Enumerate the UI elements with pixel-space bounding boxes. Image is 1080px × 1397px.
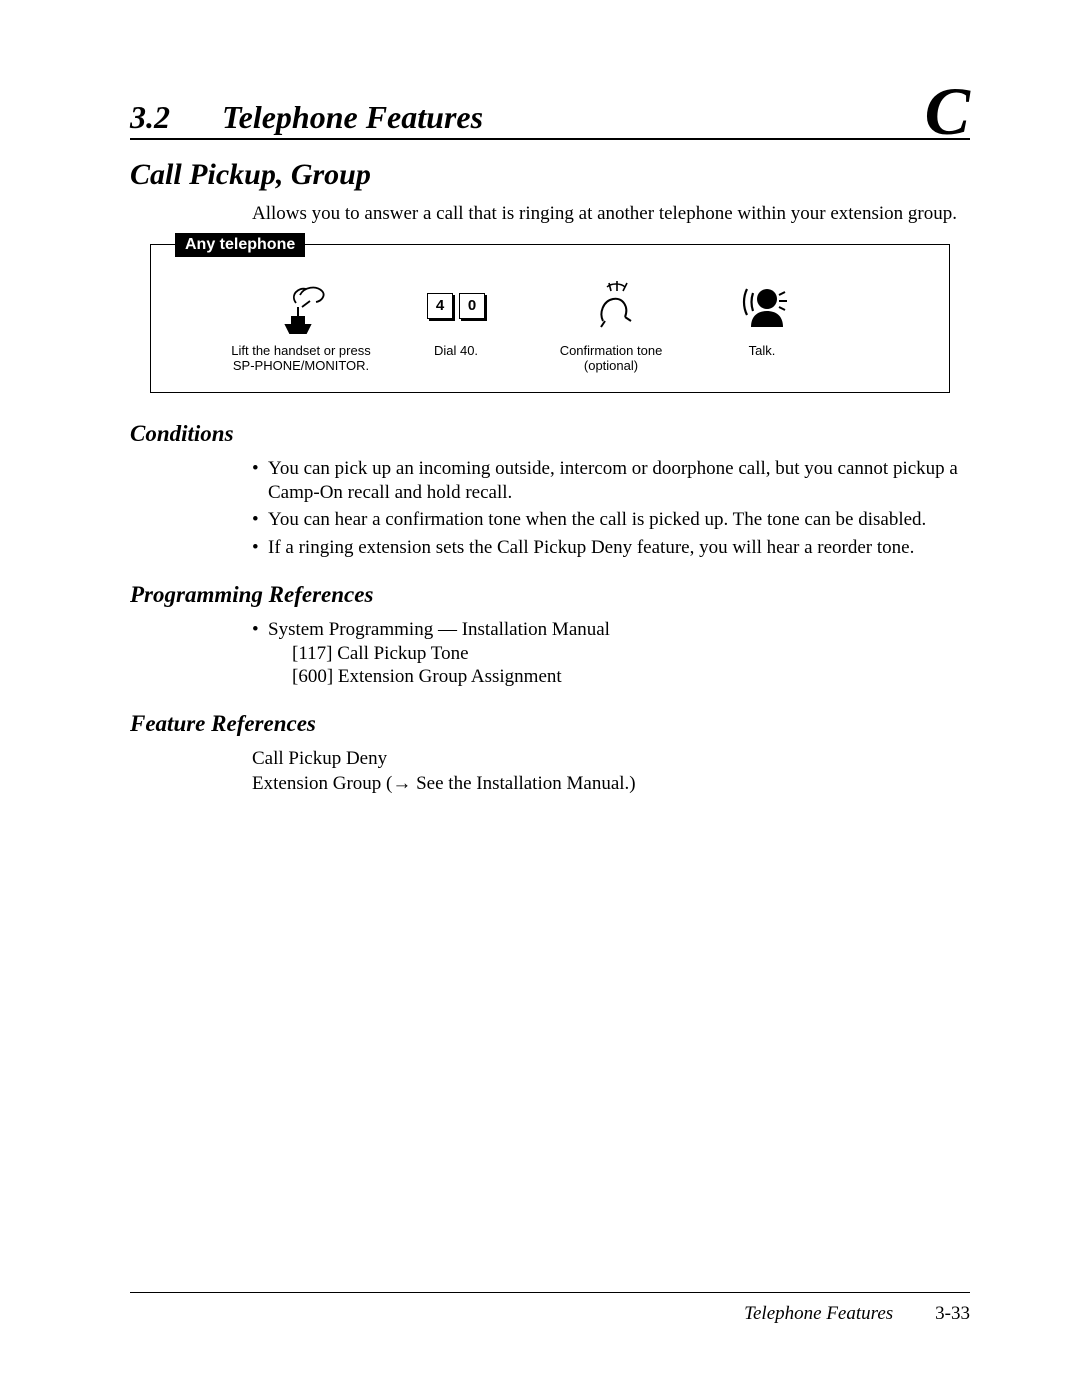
- procedure-step: Talk.: [737, 275, 787, 359]
- footer-page: 3-33: [935, 1303, 970, 1325]
- list-item: System Programming — Installation Manual…: [252, 618, 970, 689]
- prog-ref-item: [600] Extension Group Assignment: [292, 665, 970, 689]
- feature-refs-heading: Feature References: [130, 711, 970, 737]
- dial-keys-icon: 4 0: [427, 275, 485, 337]
- procedure-label: Any telephone: [175, 233, 305, 257]
- section-letter: C: [925, 84, 970, 138]
- dial-key: 0: [459, 293, 485, 319]
- procedure-step: Lift the handset or press SP-PHONE/MONIT…: [221, 275, 381, 374]
- feature-ref-item: Extension Group (→ See the Installation …: [252, 772, 970, 797]
- procedure-caption: Talk.: [749, 343, 776, 359]
- prog-ref-lead: System Programming — Installation Manual: [268, 619, 610, 640]
- feature-ref-item: Call Pickup Deny: [252, 747, 970, 772]
- section-number: 3.2: [130, 99, 170, 135]
- list-item: You can pick up an incoming outside, int…: [252, 457, 970, 505]
- procedure-caption: Lift the handset or press SP-PHONE/MONIT…: [221, 343, 381, 374]
- procedure-step: 4 0 Dial 40.: [427, 275, 485, 359]
- feature-refs-body: Call Pickup Deny Extension Group (→ See …: [252, 747, 970, 796]
- section-title: Telephone Features: [222, 99, 483, 135]
- footer-title: Telephone Features: [744, 1303, 893, 1325]
- procedure-caption: Dial 40.: [434, 343, 478, 359]
- feature-intro: Allows you to answer a call that is ring…: [252, 202, 970, 226]
- confirmation-tone-icon: [581, 275, 641, 337]
- prog-ref-item: [117] Call Pickup Tone: [292, 642, 970, 666]
- procedure-caption: Confirmation tone (optional): [531, 343, 691, 374]
- programming-refs-list: System Programming — Installation Manual…: [252, 618, 970, 689]
- list-item: You can hear a confirmation tone when th…: [252, 508, 970, 532]
- talk-icon: [737, 275, 787, 337]
- feature-name: Call Pickup, Group: [130, 158, 970, 192]
- conditions-heading: Conditions: [130, 421, 970, 447]
- programming-refs-heading: Programming References: [130, 582, 970, 608]
- procedure-box: Any telephone: [150, 244, 950, 393]
- list-item: If a ringing extension sets the Call Pic…: [252, 536, 970, 560]
- lift-handset-icon: [266, 275, 336, 337]
- dial-key: 4: [427, 293, 453, 319]
- procedure-step: Confirmation tone (optional): [531, 275, 691, 374]
- conditions-list: You can pick up an incoming outside, int…: [252, 457, 970, 560]
- page-footer: Telephone Features 3-33: [130, 1292, 970, 1325]
